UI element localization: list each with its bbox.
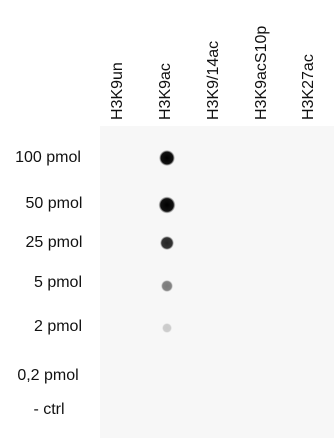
column-label: H3K9acS10p bbox=[253, 26, 270, 120]
row-label: 5 pmol bbox=[34, 274, 82, 291]
dot bbox=[160, 236, 174, 250]
column-label: H3K9un bbox=[109, 62, 126, 120]
membrane bbox=[100, 126, 334, 438]
row-label: 50 pmol bbox=[26, 195, 83, 212]
dot bbox=[161, 280, 173, 292]
dot bbox=[159, 150, 175, 166]
row-label: 100 pmol bbox=[15, 149, 81, 166]
row-label: 2 pmol bbox=[34, 318, 82, 335]
row-label: 0,2 pmol bbox=[17, 367, 78, 384]
row-label: - ctrl bbox=[33, 401, 64, 418]
dot bbox=[159, 197, 176, 214]
column-label: H3K9/14ac bbox=[205, 41, 222, 120]
column-label: H3K9ac bbox=[157, 63, 174, 120]
column-labels: H3K9un H3K9ac H3K9/14ac H3K9acS10p H3K27… bbox=[109, 26, 317, 120]
row-label: 25 pmol bbox=[26, 234, 83, 251]
dot-blot-figure: H3K9un H3K9ac H3K9/14ac H3K9acS10p H3K27… bbox=[0, 0, 334, 438]
column-label: H3K27ac bbox=[300, 54, 317, 120]
page: {"columns": ["H3K9un", "H3K9ac", "H3K9/1… bbox=[0, 0, 334, 438]
dot bbox=[162, 323, 172, 333]
row-labels: 100 pmol 50 pmol 25 pmol 5 pmol 2 pmol 0… bbox=[15, 149, 82, 418]
